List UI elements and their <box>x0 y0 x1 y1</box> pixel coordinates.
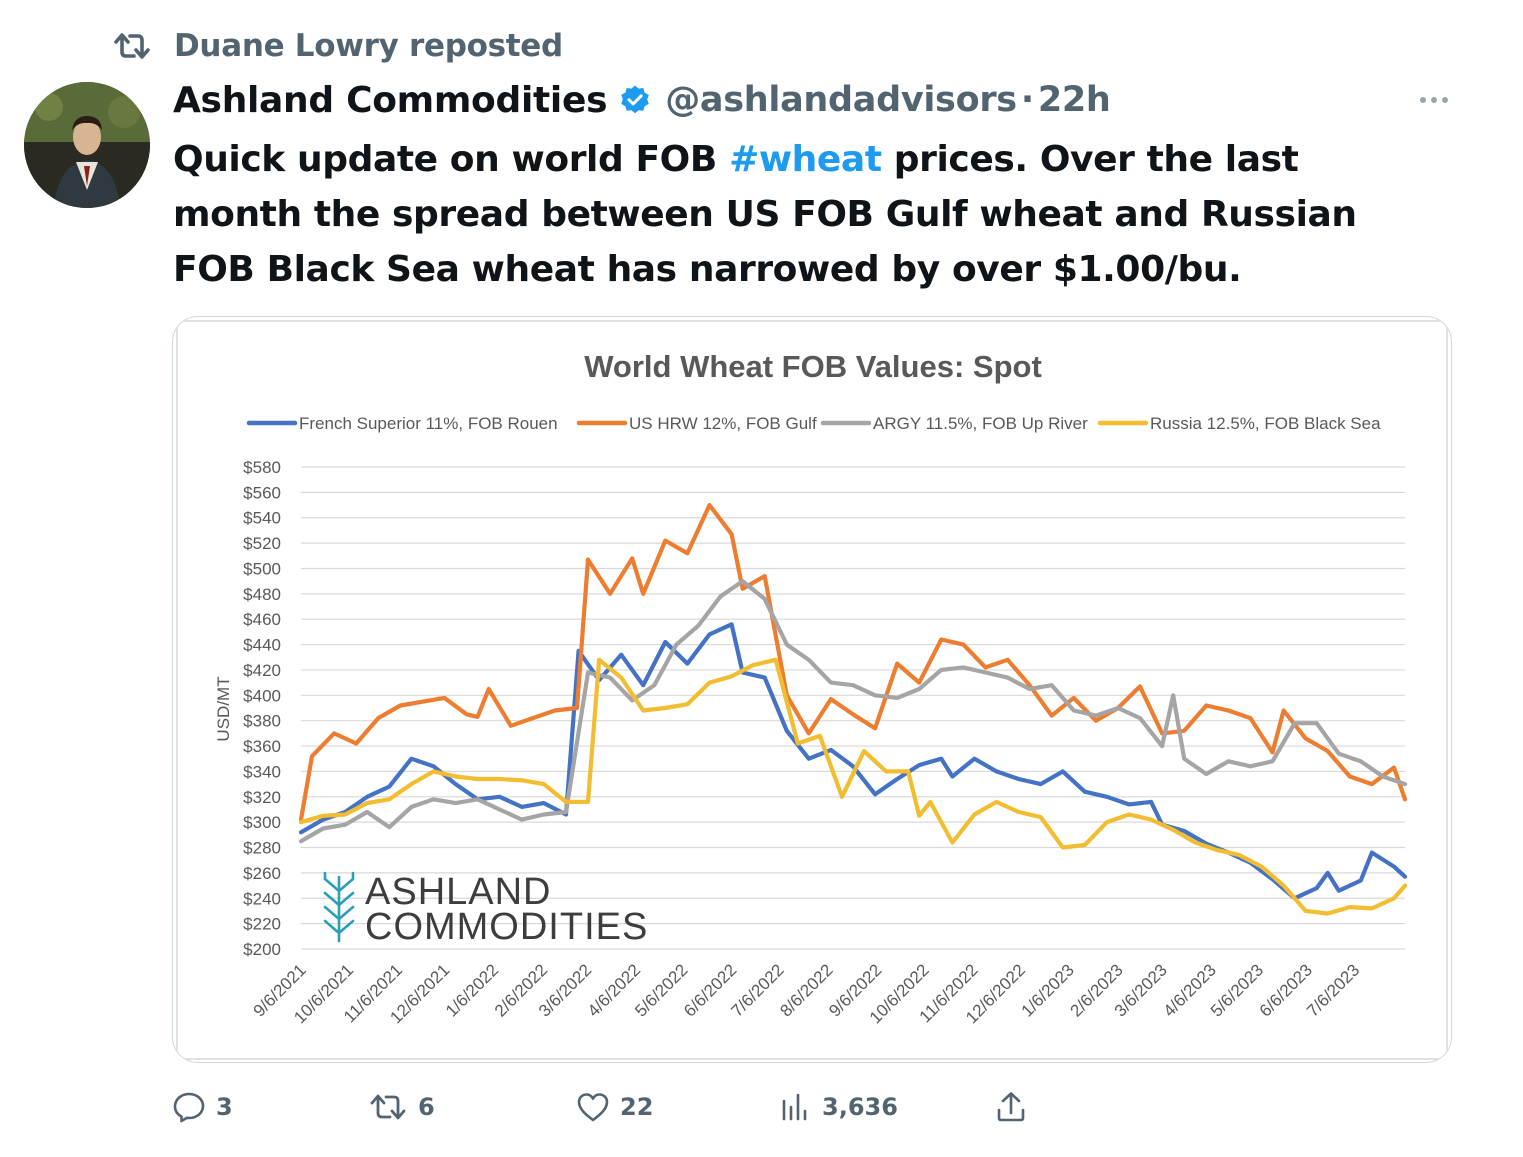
chart-title: World Wheat FOB Values: Spot <box>584 349 1042 384</box>
y-tick-label: $200 <box>243 940 281 959</box>
timestamp[interactable]: 22h <box>1037 80 1111 120</box>
chart-series <box>298 503 1408 916</box>
series-line <box>298 657 1408 916</box>
legend-label: US HRW 12%, FOB Gulf <box>629 414 817 433</box>
repost-icon <box>114 33 150 59</box>
chart-grid <box>301 466 1405 950</box>
y-tick-label: $360 <box>243 737 281 756</box>
series-line <box>298 503 1408 822</box>
hashtag-link[interactable]: #wheat <box>729 139 882 180</box>
y-tick-label: $560 <box>243 483 281 502</box>
series-line <box>298 579 1408 844</box>
y-tick-label: $420 <box>243 661 281 680</box>
wheat-logo-icon <box>323 871 355 943</box>
more-options-icon[interactable] <box>1414 86 1454 114</box>
y-tick-label: $300 <box>243 813 281 832</box>
y-axis-ticks: $580 $560 $540 $520 $500 $480 $460 $440 $420 $400… <box>243 458 281 959</box>
repost-indicator[interactable]: Duane Lowry reposted <box>112 24 563 68</box>
repost-count: 6 <box>418 1093 435 1121</box>
verified-badge-icon <box>619 84 651 116</box>
y-axis-label: USD/MT <box>214 676 233 741</box>
y-tick-label: $380 <box>243 712 281 731</box>
tweet-actions: 3 6 22 3,636 <box>172 1084 1272 1130</box>
y-tick-label: $320 <box>243 788 281 807</box>
legend-label: Russia 12.5%, FOB Black Sea <box>1150 414 1381 433</box>
author-name[interactable]: Ashland Commodities <box>173 79 608 121</box>
view-count: 3,636 <box>822 1093 898 1121</box>
y-tick-label: $500 <box>243 559 281 578</box>
legend-label: French Superior 11%, FOB Rouen <box>299 414 558 433</box>
separator-dot: · <box>1020 80 1034 120</box>
ashland-watermark: ASHLAND COMMODITIES <box>323 871 648 948</box>
y-tick-label: $400 <box>243 686 281 705</box>
avatar-image <box>24 82 150 208</box>
y-tick-label: $280 <box>243 839 281 858</box>
repost-action-icon <box>370 1094 406 1120</box>
chart-svg: World Wheat FOB Values: Spot French Supe… <box>176 320 1448 1060</box>
tweet-text-end: prices. Over the last month the spread b… <box>173 139 1357 290</box>
reply-button[interactable]: 3 <box>172 1084 233 1130</box>
reply-icon <box>173 1092 205 1123</box>
y-tick-label: $440 <box>243 636 281 655</box>
watermark-line1: ASHLAND <box>365 871 552 913</box>
tweet-text-start: Quick update on world FOB <box>173 139 730 180</box>
tweet-media-chart[interactable]: World Wheat FOB Values: Spot French Supe… <box>172 316 1452 1063</box>
y-tick-label: $580 <box>243 458 281 477</box>
tweet-text: Quick update on world FOB #wheat prices.… <box>173 132 1423 297</box>
y-tick-label: $240 <box>243 889 281 908</box>
share-button[interactable] <box>994 1084 1028 1130</box>
y-tick-label: $340 <box>243 762 281 781</box>
share-icon <box>997 1092 1025 1122</box>
tweet-header: Ashland Commodities @ashlandadvisors · 2… <box>173 76 1111 124</box>
views-button[interactable]: 3,636 <box>780 1084 898 1130</box>
y-tick-label: $520 <box>243 534 281 553</box>
reply-count: 3 <box>216 1093 233 1121</box>
y-tick-label: $480 <box>243 585 281 604</box>
avatar[interactable] <box>24 82 150 208</box>
like-count: 22 <box>620 1093 654 1121</box>
y-tick-label: $540 <box>243 509 281 528</box>
views-chart-icon <box>782 1093 807 1121</box>
like-button[interactable]: 22 <box>576 1084 653 1130</box>
author-handle[interactable]: @ashlandadvisors <box>665 80 1017 120</box>
y-tick-label: $460 <box>243 610 281 629</box>
repost-label: Duane Lowry reposted <box>174 28 563 64</box>
heart-icon <box>577 1093 609 1122</box>
chart-legend: French Superior 11%, FOB Rouen US HRW 12%… <box>246 414 1381 433</box>
watermark-line2: COMMODITIES <box>365 906 648 948</box>
y-tick-label: $260 <box>243 864 281 883</box>
legend-label: ARGY 11.5%, FOB Up River <box>873 414 1088 433</box>
repost-button[interactable]: 6 <box>368 1084 435 1130</box>
y-tick-label: $220 <box>243 915 281 934</box>
